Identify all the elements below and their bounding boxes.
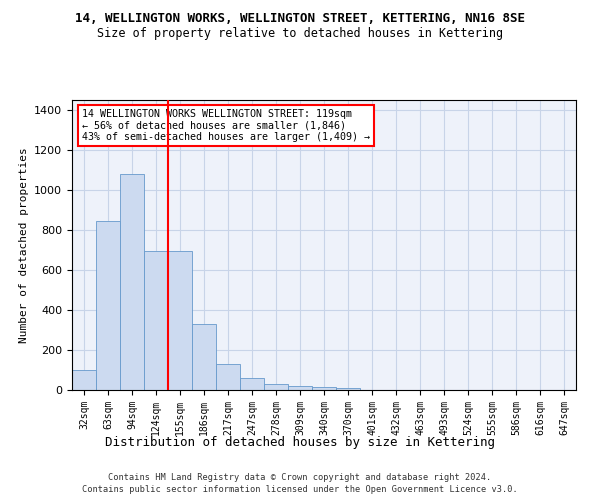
Text: Contains public sector information licensed under the Open Government Licence v3: Contains public sector information licen… — [82, 486, 518, 494]
Bar — [192, 324, 216, 390]
Bar — [216, 364, 240, 390]
Text: Distribution of detached houses by size in Kettering: Distribution of detached houses by size … — [105, 436, 495, 449]
Bar — [312, 387, 336, 390]
Bar — [96, 222, 120, 390]
Bar — [144, 251, 168, 390]
Bar — [288, 386, 312, 390]
Text: Size of property relative to detached houses in Kettering: Size of property relative to detached ho… — [97, 28, 503, 40]
Text: 14 WELLINGTON WORKS WELLINGTON STREET: 119sqm
← 56% of detached houses are small: 14 WELLINGTON WORKS WELLINGTON STREET: 1… — [82, 108, 370, 142]
Bar — [72, 370, 96, 390]
Text: Contains HM Land Registry data © Crown copyright and database right 2024.: Contains HM Land Registry data © Crown c… — [109, 473, 491, 482]
Text: 14, WELLINGTON WORKS, WELLINGTON STREET, KETTERING, NN16 8SE: 14, WELLINGTON WORKS, WELLINGTON STREET,… — [75, 12, 525, 26]
Bar — [120, 174, 144, 390]
Bar — [264, 384, 288, 390]
Bar — [168, 251, 192, 390]
Y-axis label: Number of detached properties: Number of detached properties — [19, 147, 29, 343]
Bar — [336, 388, 360, 390]
Bar — [240, 378, 264, 390]
